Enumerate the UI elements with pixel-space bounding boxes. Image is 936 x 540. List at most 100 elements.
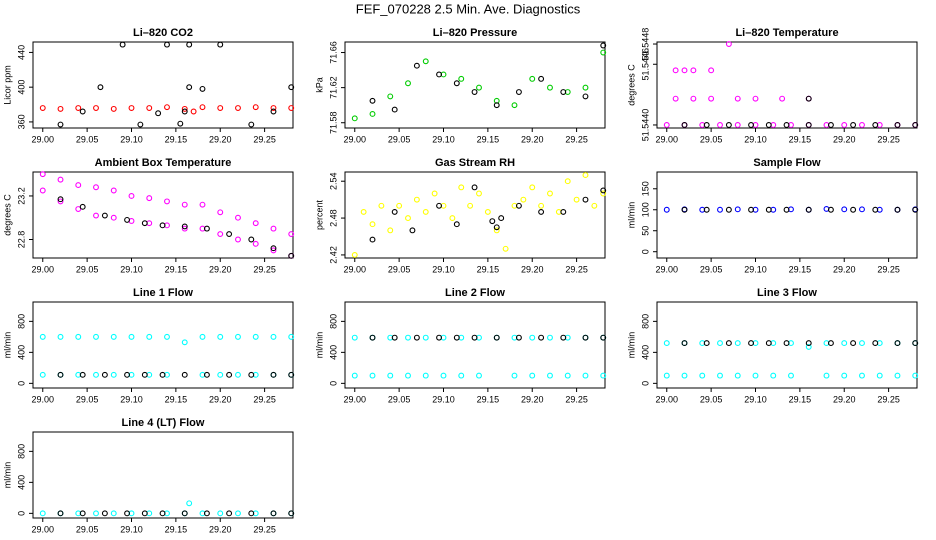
x-tick-label: 29.25: [253, 524, 276, 534]
data-point: [515, 89, 522, 95]
data-point: [600, 190, 607, 197]
data-point: [413, 62, 420, 69]
data-point: [155, 110, 162, 117]
x-tick-label: 29.25: [877, 134, 900, 144]
data-point: [75, 333, 82, 340]
y-tick-label: 400: [16, 475, 26, 490]
data-point: [137, 121, 144, 128]
y-tick-label: 22.8: [16, 231, 26, 249]
panel-title: Gas Stream RH: [435, 157, 515, 169]
x-tick-label: 29.05: [76, 524, 99, 534]
x-tick-label: 29.20: [209, 134, 232, 144]
y-tick-label: 800: [16, 444, 26, 459]
data-point: [164, 198, 170, 205]
data-point: [288, 84, 295, 91]
y-tick-label: 23.2: [16, 187, 26, 205]
data-point: [413, 196, 420, 203]
data-point: [93, 333, 99, 340]
x-tick-label: 29.20: [209, 394, 232, 404]
data-point: [436, 334, 443, 341]
data-point: [141, 371, 148, 378]
x-tick-label: 29.25: [565, 394, 588, 404]
data-point: [663, 206, 670, 213]
data-point: [560, 334, 567, 341]
data-point: [351, 115, 358, 122]
data-point: [547, 372, 553, 379]
data-point: [159, 222, 166, 229]
x-tick-label: 29.25: [253, 134, 276, 144]
data-point: [502, 245, 509, 252]
data-point: [391, 334, 398, 341]
data-point: [859, 372, 865, 379]
data-point: [369, 111, 376, 117]
data-point: [235, 236, 241, 243]
y-axis-label: degrees C: [626, 64, 636, 106]
data-point: [248, 510, 255, 517]
data-point: [872, 206, 879, 213]
x-tick-label: 29.10: [744, 134, 767, 144]
y-tick-label: 2.54: [328, 172, 338, 190]
data-point: [708, 95, 715, 102]
y-tick-label: 71.58: [328, 111, 338, 134]
y-tick-label: 0: [328, 381, 338, 386]
data-point: [39, 171, 46, 178]
data-point: [405, 372, 411, 379]
x-tick-label: 29.10: [744, 264, 767, 274]
data-point: [788, 372, 794, 379]
data-point: [57, 176, 64, 183]
data-point: [458, 184, 465, 191]
data-point: [436, 202, 443, 209]
data-point: [119, 41, 126, 48]
data-point: [387, 372, 394, 379]
data-point: [39, 333, 46, 340]
data-point: [75, 105, 82, 111]
data-point: [734, 122, 741, 128]
data-point: [529, 184, 536, 191]
data-point: [493, 227, 500, 234]
data-point: [600, 42, 607, 49]
data-point: [748, 340, 755, 347]
data-point: [409, 227, 416, 234]
x-tick-label: 29.20: [833, 394, 856, 404]
x-tick-label: 29.00: [343, 394, 366, 404]
y-tick-label: 0: [640, 249, 650, 254]
panel-title: Ambient Box Temperature: [95, 157, 232, 169]
data-point: [203, 371, 210, 378]
data-point: [288, 510, 295, 517]
data-point: [146, 105, 153, 111]
data-point: [805, 206, 812, 213]
y-tick-label: 0: [640, 381, 650, 386]
x-tick-label: 29.15: [477, 264, 500, 274]
y-tick-label: 800: [16, 314, 26, 329]
data-point: [582, 172, 589, 179]
data-point: [471, 184, 478, 191]
data-point: [703, 340, 710, 347]
data-point: [369, 97, 376, 104]
data-point: [217, 231, 224, 238]
data-point: [391, 208, 398, 215]
data-point: [515, 334, 522, 341]
data-point: [770, 372, 777, 379]
x-tick-label: 29.15: [165, 394, 188, 404]
x-tick-label: 29.15: [165, 134, 188, 144]
data-point: [476, 372, 482, 379]
data-point: [199, 201, 206, 208]
data-point: [270, 371, 277, 378]
data-point: [97, 84, 104, 91]
data-point: [288, 252, 295, 259]
data-point: [681, 372, 688, 379]
y-tick-label: 2.42: [328, 246, 338, 264]
data-point: [859, 206, 865, 213]
data-point: [431, 190, 438, 197]
x-tick-label: 29.00: [655, 134, 678, 144]
x-tick-label: 29.25: [565, 134, 588, 144]
data-point: [79, 510, 86, 517]
data-point: [217, 41, 224, 48]
data-point: [203, 510, 210, 517]
data-point: [564, 178, 571, 185]
panel-title: Li–820 Temperature: [735, 27, 838, 39]
x-tick-label: 29.25: [877, 394, 900, 404]
x-tick-label: 29.00: [655, 264, 678, 274]
y-tick-label: 71.62: [328, 76, 338, 99]
data-point: [805, 122, 812, 128]
